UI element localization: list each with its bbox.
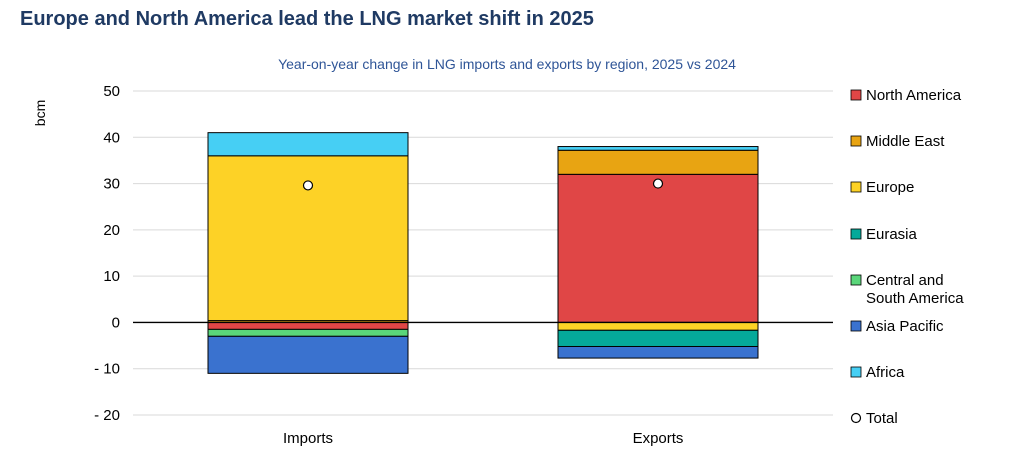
bar-exports-eurasia	[557, 329, 759, 347]
y-axis-label: bcm	[32, 100, 48, 126]
y-axis-ticks: 50 40 30 20 10 0 - 10 - 20	[94, 83, 120, 424]
legend-swatch-asia-pacific	[850, 320, 862, 332]
legend-label-middle-east: Middle East	[866, 133, 945, 150]
legend-label-central-and-south-america: Central and South America	[866, 272, 964, 307]
legend-swatch-total	[850, 412, 862, 424]
bar-imports-africa	[207, 132, 409, 157]
y-tick-label: 10	[103, 268, 120, 285]
page-title: Europe and North America lead the LNG ma…	[20, 8, 594, 30]
total-marker-imports	[302, 180, 314, 191]
y-tick-label: 0	[112, 314, 120, 331]
bar-exports-asia-pacific	[557, 345, 759, 359]
legend-label-africa: Africa	[866, 364, 905, 381]
legend-label-north-america: North America	[866, 87, 962, 104]
y-tick-label: 50	[103, 83, 120, 100]
category-label-exports: Exports	[633, 430, 684, 447]
total-markers	[302, 178, 664, 191]
category-label-imports: Imports	[283, 430, 333, 447]
bar-imports-asia-pacific	[207, 335, 409, 374]
y-tick-label: - 10	[94, 361, 120, 378]
y-tick-label: 40	[103, 129, 120, 146]
bar-imports-north-america	[207, 321, 409, 330]
y-tick-label: - 20	[94, 407, 120, 424]
legend-label-eurasia: Eurasia	[866, 226, 918, 243]
legend-label-asia-pacific: Asia Pacific	[866, 318, 944, 335]
legend-swatch-middle-east	[850, 135, 862, 147]
bar-imports-central-and-south-america	[207, 328, 409, 337]
legend-swatch-eurasia	[850, 228, 862, 240]
bar-exports-europe	[557, 321, 759, 331]
legend-swatch-europe	[850, 181, 862, 193]
total-marker-exports	[652, 178, 664, 189]
y-tick-label: 20	[103, 222, 120, 239]
bar-exports-africa	[557, 146, 759, 151]
legend-label-europe: Europe	[866, 179, 914, 196]
bar-exports-middle-east	[557, 149, 759, 175]
bar-exports-north-america	[557, 173, 759, 323]
chart-subtitle: Year-on-year change in LNG imports and e…	[278, 56, 736, 72]
legend-label-total: Total	[866, 410, 898, 427]
bars	[207, 132, 759, 374]
y-tick-label: 30	[103, 176, 120, 193]
legend: North America Middle East Europe Eurasia Cen…	[850, 87, 964, 427]
legend-swatch-africa	[850, 366, 862, 378]
legend-swatch-north-america	[850, 89, 862, 101]
category-labels: Imports Exports	[283, 430, 683, 447]
legend-swatch-central-and-south-america	[850, 274, 862, 286]
